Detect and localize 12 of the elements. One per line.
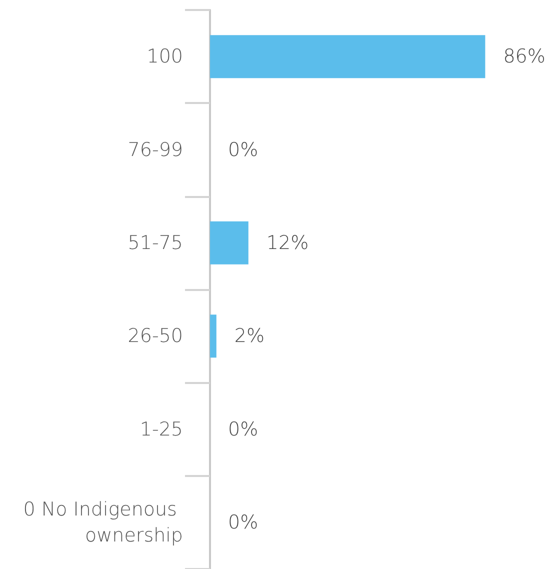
y-tick-label: 26-50 — [128, 325, 183, 348]
data-label: 0% — [228, 138, 258, 161]
data-label: 0% — [228, 511, 258, 534]
y-tick-label: 1-25 — [140, 418, 183, 440]
y-tick-label: 100 — [146, 46, 183, 68]
data-label: 86% — [503, 46, 546, 68]
data-label: 2% — [234, 325, 265, 348]
data-label: 12% — [266, 232, 309, 254]
y-tick-label: 76-99 — [128, 138, 183, 161]
data-label: 0% — [228, 418, 258, 440]
y-tick-label: 0 No Indigenous ownership — [23, 498, 183, 546]
y-tick-label: 51-75 — [128, 232, 183, 254]
